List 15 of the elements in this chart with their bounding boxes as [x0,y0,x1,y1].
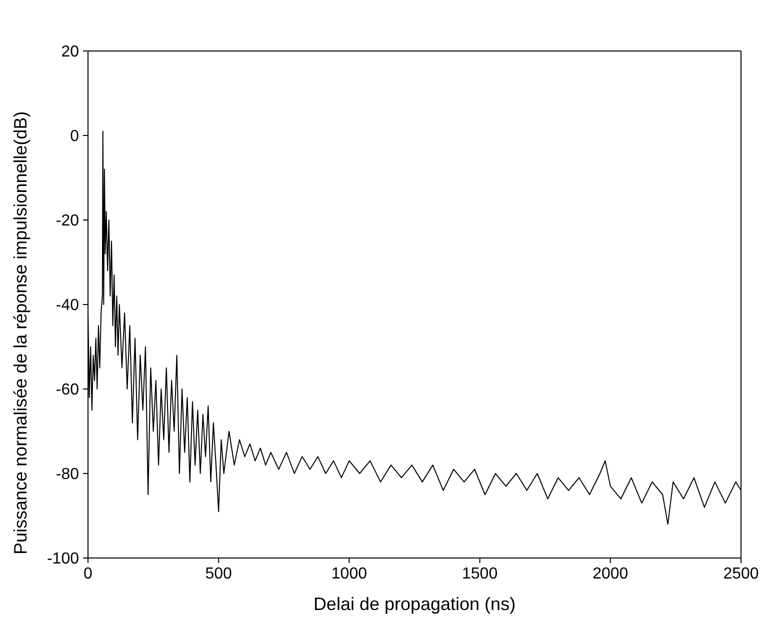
y-tick-label: -40 [56,297,80,314]
y-tick-label: -20 [56,212,80,230]
x-axis-title: Delai de propagation (ns) [313,594,516,614]
x-tick-label: 0 [84,565,93,582]
x-tick-label: 1000 [331,565,368,582]
y-tick-label: -80 [56,466,80,484]
x-tick-label: 2000 [592,565,628,582]
y-axis-title: Puissance normalisée de la réponse impulsionnelle(dB) [10,111,30,554]
x-tick-label: 2500 [723,565,759,582]
x-tick-label: 500 [205,565,232,582]
y-tick-label: -60 [56,382,80,399]
y-tick-label: 0 [70,128,80,146]
y-tick-label: 20 [61,44,80,61]
y-tick-label: -100 [46,550,80,568]
x-tick-label: 1500 [462,565,498,582]
